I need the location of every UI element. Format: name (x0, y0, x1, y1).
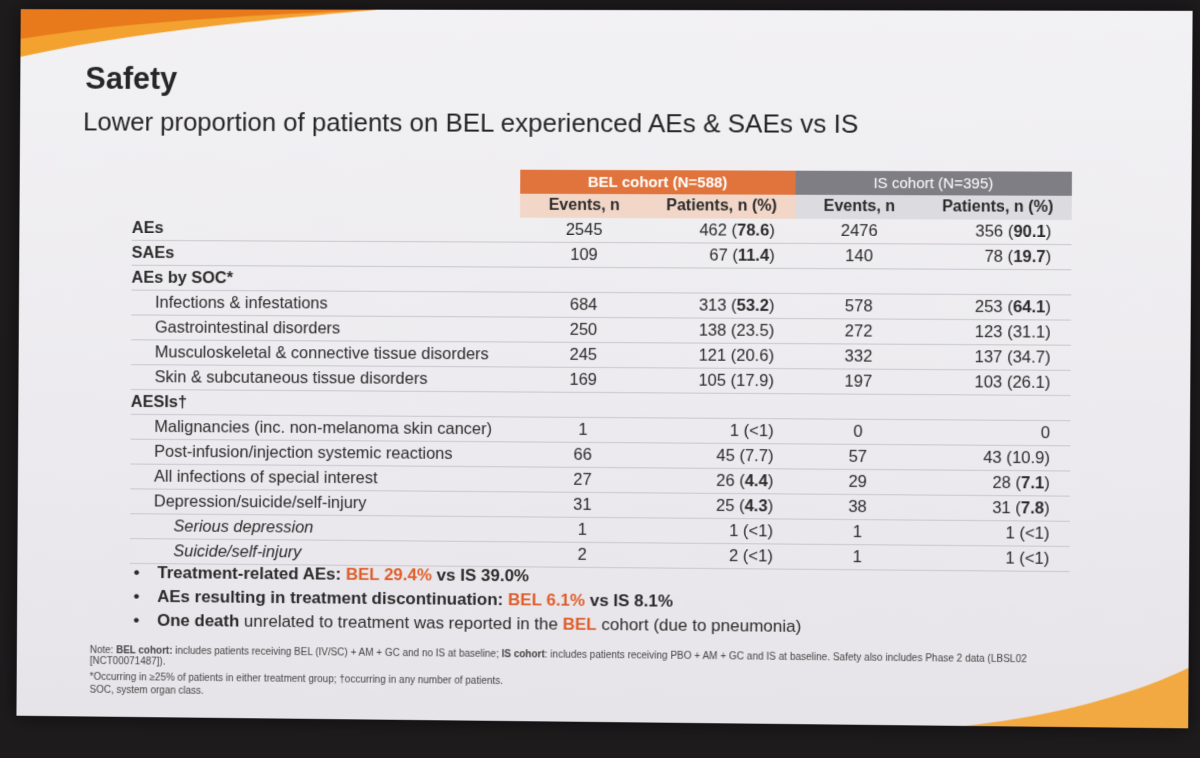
row-label: Skin & subcutaneous tissue disorders (131, 365, 520, 392)
is-patients-cell: 137 (34.7) (923, 344, 1071, 370)
slide: Safety Lower proportion of patients on B… (16, 9, 1192, 728)
summary-bullets: • Treatment-related AEs: BEL 29.4% vs IS… (133, 561, 801, 639)
bel-patients-cell: 1 (<1) (646, 518, 793, 544)
bel-events-cell: 1 (519, 417, 647, 443)
is-patients-cell (923, 269, 1071, 295)
row-label: SAEs (132, 240, 521, 267)
is-patients-cell: 1 (<1) (922, 520, 1070, 546)
is-events-cell: 332 (794, 344, 923, 370)
bel-patients-cell: 67 (11.4) (648, 243, 795, 269)
is-events-cell: 1 (793, 544, 922, 570)
safety-table: BEL cohort (N=588) IS cohort (N=395) Eve… (130, 168, 1072, 572)
is-events-cell: 29 (793, 469, 922, 495)
row-label: Gastrointestinal disorders (131, 315, 520, 342)
bel-patients-cell: 313 (53.2) (648, 293, 795, 319)
row-label: Malignancies (inc. non-melanoma skin can… (131, 414, 520, 442)
bel-events-cell: 66 (519, 442, 647, 468)
bel-events-cell: 1 (518, 517, 646, 543)
is-patients-cell: 43 (10.9) (922, 445, 1070, 471)
bel-events-cell: 169 (519, 367, 647, 393)
bel-events-cell: 109 (520, 242, 648, 268)
row-label: Depression/suicide/self-injury (130, 489, 519, 517)
is-events-cell: 38 (793, 494, 922, 520)
bel-patients-cell (647, 393, 794, 419)
bel-cohort-header: BEL cohort (N=588) (520, 170, 795, 195)
row-label: Post-infusion/injection systemic reactio… (130, 439, 519, 467)
bel-patients-cell: 138 (23.5) (647, 318, 794, 344)
is-events-cell (794, 394, 923, 420)
is-patients-cell: 0 (922, 420, 1070, 446)
bel-events-cell: 27 (519, 467, 647, 493)
bel-events-cell (520, 267, 648, 293)
bel-events-cell: 684 (520, 292, 648, 318)
bel-patients-cell: 462 (78.6) (648, 218, 795, 243)
is-patients-cell: 253 (64.1) (923, 294, 1071, 320)
is-patients-cell: 31 (7.8) (922, 495, 1070, 521)
bullet-death: • One death unrelated to treatment was r… (133, 609, 801, 639)
bel-events-cell: 2545 (520, 218, 648, 243)
is-events-cell: 272 (794, 319, 923, 345)
row-label: Infections & infestations (131, 290, 520, 317)
orange-swoosh-decoration (20, 9, 377, 69)
row-label: All infections of special interest (130, 464, 519, 492)
bel-events-cell: 31 (518, 492, 646, 518)
is-patients-cell: 356 (90.1) (924, 219, 1072, 244)
slide-title: Safety (85, 61, 177, 97)
row-label: AEs (132, 216, 521, 242)
bel-patients-cell: 1 (<1) (647, 418, 794, 444)
is-events-cell: 578 (794, 294, 923, 320)
bel-patients-cell: 45 (7.7) (647, 443, 794, 469)
row-label: Musculoskeletal & connective tissue diso… (131, 340, 520, 367)
is-events-header: Events, n (795, 195, 924, 220)
is-patients-cell: 123 (31.1) (923, 319, 1071, 345)
table-group-header: BEL cohort (N=588) IS cohort (N=395) (132, 168, 1072, 195)
is-patients-cell: 103 (26.1) (923, 369, 1071, 395)
bel-patients-header: Patients, n (%) (648, 194, 795, 219)
bel-patients-cell: 121 (20.6) (647, 343, 794, 369)
table-body: AEs 2545 462 (78.6) 2476 356 (90.1) SAEs 109 67… (130, 216, 1072, 572)
is-patients-cell: 1 (<1) (922, 545, 1070, 571)
bel-patients-cell: 25 (4.3) (646, 493, 793, 519)
row-label: AESIs† (131, 389, 520, 416)
bel-patients-cell: 105 (17.9) (647, 368, 794, 394)
is-patients-cell (922, 395, 1070, 421)
bel-patients-cell (648, 268, 795, 294)
is-patients-cell: 78 (19.7) (923, 244, 1071, 270)
bel-events-cell (519, 392, 647, 418)
is-events-cell: 197 (794, 369, 923, 395)
row-label: AEs by SOC* (131, 265, 520, 292)
is-events-cell: 57 (793, 444, 922, 470)
is-cohort-header: IS cohort (N=395) (795, 171, 1072, 196)
slide-subtitle: Lower proportion of patients on BEL expe… (83, 107, 858, 140)
is-events-cell: 140 (795, 243, 924, 269)
is-events-cell: 0 (794, 419, 923, 445)
is-events-cell: 2476 (795, 219, 924, 244)
bel-patients-cell: 26 (4.4) (646, 468, 793, 494)
bel-events-header: Events, n (520, 194, 648, 219)
bel-events-cell: 245 (519, 342, 647, 368)
is-patients-cell: 28 (7.1) (922, 470, 1070, 496)
is-events-cell: 1 (793, 519, 922, 545)
bel-events-cell: 250 (520, 317, 648, 343)
is-events-cell (795, 268, 924, 294)
footnotes: *Occurring in ≥25% of patients in either… (90, 671, 504, 701)
row-label: Serious depression (130, 514, 519, 542)
is-patients-header: Patients, n (%) (924, 195, 1072, 220)
